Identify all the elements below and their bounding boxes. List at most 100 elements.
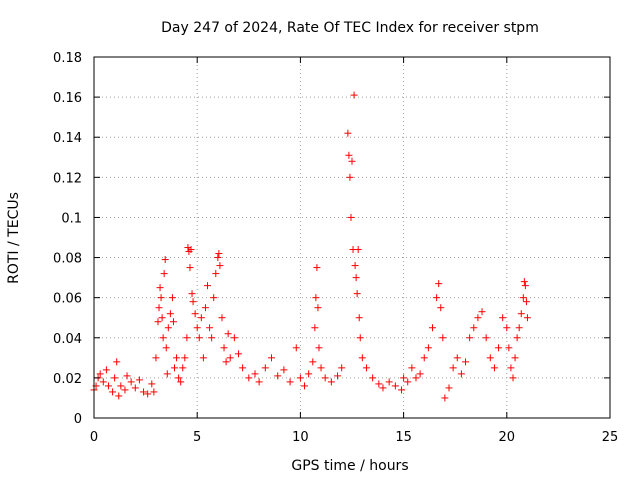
data-point	[99, 378, 107, 386]
data-point	[208, 334, 216, 342]
data-point	[155, 304, 163, 312]
data-point	[163, 370, 171, 378]
data-point	[437, 304, 445, 312]
data-point	[140, 388, 148, 396]
y-tick-label: 0.18	[53, 51, 82, 66]
x-axis-label: GPS time / hours	[291, 458, 408, 474]
data-point	[470, 324, 478, 332]
data-point	[301, 382, 309, 390]
data-point	[157, 294, 165, 302]
data-point	[358, 354, 366, 362]
data-point	[503, 324, 511, 332]
data-point	[197, 314, 205, 322]
data-point	[161, 256, 169, 264]
data-point	[216, 262, 224, 270]
x-tick-label: 0	[90, 430, 98, 445]
data-point	[305, 370, 313, 378]
data-point	[160, 270, 168, 278]
data-point	[204, 282, 212, 290]
data-point	[348, 157, 356, 165]
data-point	[321, 374, 329, 382]
data-point	[507, 364, 515, 372]
data-point	[362, 364, 370, 372]
data-point	[206, 324, 214, 332]
data-point	[353, 290, 361, 298]
data-point	[162, 344, 170, 352]
data-point	[398, 386, 406, 394]
x-tick-label: 10	[292, 430, 309, 445]
data-point	[313, 264, 321, 272]
data-points	[90, 91, 531, 402]
data-point	[189, 298, 197, 306]
data-point	[416, 370, 424, 378]
data-point	[354, 246, 362, 254]
data-point	[158, 314, 166, 322]
data-point	[509, 374, 517, 382]
data-point	[230, 334, 238, 342]
data-point	[113, 358, 121, 366]
data-point	[478, 308, 486, 316]
data-point	[523, 314, 531, 322]
data-point	[102, 366, 110, 374]
data-point	[466, 334, 474, 342]
data-point	[127, 378, 135, 386]
data-point	[109, 388, 117, 396]
data-point	[148, 380, 156, 388]
data-point	[375, 380, 383, 388]
data-point	[347, 213, 355, 221]
data-point	[391, 382, 399, 390]
data-point	[453, 354, 461, 362]
data-point	[170, 364, 178, 372]
data-point	[117, 382, 125, 390]
data-point	[439, 334, 447, 342]
data-point	[520, 278, 528, 286]
data-point	[234, 350, 242, 358]
data-point	[201, 304, 209, 312]
data-point	[519, 294, 527, 302]
data-point	[212, 270, 220, 278]
y-tick-label: 0.12	[53, 171, 82, 186]
data-point	[104, 382, 112, 390]
x-tick-label: 15	[395, 430, 412, 445]
data-point	[173, 354, 181, 362]
grid-lines	[94, 57, 610, 418]
data-point	[495, 344, 503, 352]
data-point	[457, 370, 465, 378]
x-tick-label: 25	[602, 430, 619, 445]
data-point	[511, 354, 519, 362]
y-tick-label: 0.06	[53, 292, 82, 307]
data-point	[215, 250, 223, 258]
data-point	[177, 378, 185, 386]
data-point	[220, 344, 228, 352]
data-point	[513, 334, 521, 342]
data-point	[312, 294, 320, 302]
y-tick-label: 0.08	[53, 252, 82, 267]
data-point	[186, 264, 194, 272]
y-tick-label: 0.16	[53, 91, 82, 106]
data-point	[351, 262, 359, 270]
data-point	[338, 364, 346, 372]
data-point	[218, 314, 226, 322]
data-point	[350, 91, 358, 99]
data-point	[344, 129, 352, 137]
data-point	[521, 282, 529, 290]
data-point	[255, 378, 263, 386]
data-point	[164, 324, 172, 332]
data-point	[408, 364, 416, 372]
data-point	[166, 310, 174, 318]
axis-ticks: 0 5 10 15 20 25 0 0.02 0.04 0.06 0.08 0.1 0.12 0.14 0.…	[53, 51, 618, 445]
data-point	[280, 366, 288, 374]
data-point	[441, 394, 449, 402]
data-point	[159, 334, 167, 342]
data-point	[445, 384, 453, 392]
data-point	[369, 374, 377, 382]
data-point	[433, 294, 441, 302]
data-point	[111, 374, 119, 382]
data-point	[385, 378, 393, 386]
plot-frame	[93, 56, 611, 419]
data-point	[179, 364, 187, 372]
data-point	[195, 334, 203, 342]
data-point	[490, 364, 498, 372]
